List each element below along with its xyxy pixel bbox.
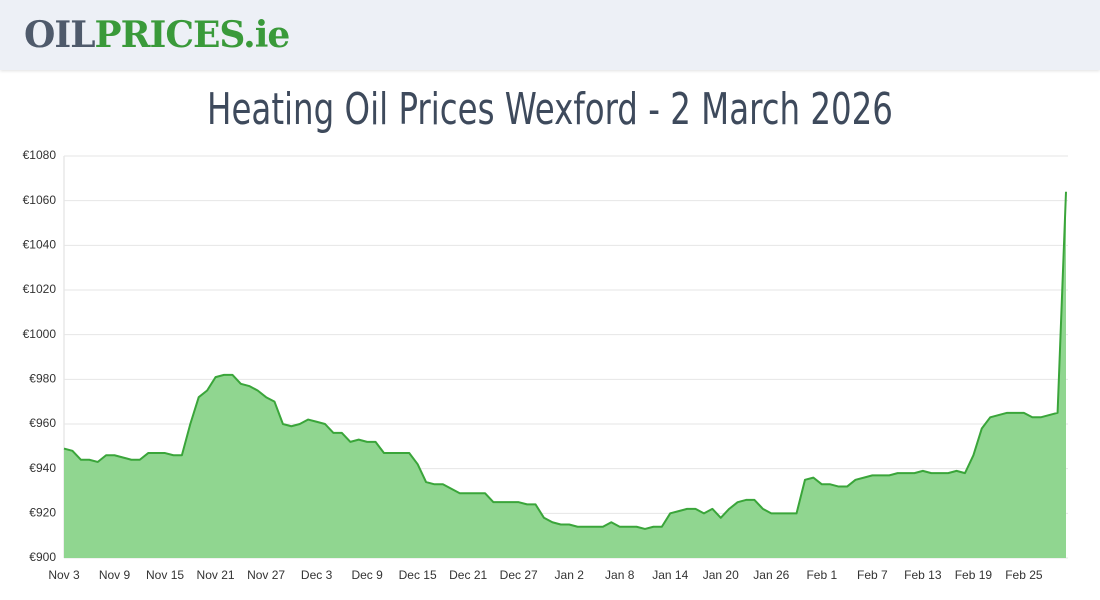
y-tick-label: €1020: [23, 282, 57, 296]
x-tick-label: Feb 7: [857, 568, 888, 582]
area: [64, 191, 1066, 559]
y-tick-label: €980: [29, 372, 56, 386]
y-tick-label: €940: [29, 461, 56, 475]
x-tick-label: Dec 3: [301, 568, 333, 582]
x-tick-label: Jan 20: [703, 568, 739, 582]
x-tick-label: Feb 19: [955, 568, 993, 582]
x-tick-label: Nov 21: [197, 568, 235, 582]
line: [63, 191, 1067, 530]
logo-part: OIL: [24, 14, 96, 56]
x-tick-label: Nov 9: [99, 568, 131, 582]
y-tick-label: €920: [29, 506, 56, 520]
x-tick-label: Dec 9: [351, 568, 383, 582]
x-tick-label: Nov 15: [146, 568, 184, 582]
y-tick-label: €1060: [23, 193, 57, 207]
x-tick-label: Jan 26: [753, 568, 789, 582]
x-tick-label: Nov 27: [247, 568, 285, 582]
x-tick-label: Nov 3: [48, 568, 80, 582]
y-tick-label: €960: [29, 416, 56, 430]
chart-title: Heating Oil Prices Wexford - 2 March 202…: [207, 84, 893, 135]
x-tick-label: Dec 15: [399, 568, 437, 582]
logo-part: PRICES: [94, 14, 245, 56]
header: OILPRICES.ie: [0, 0, 1100, 70]
x-tick-label: Jan 14: [652, 568, 688, 582]
logo-part: .ie: [243, 14, 290, 56]
logo[interactable]: OILPRICES.ie: [24, 14, 290, 56]
y-tick-label: €1040: [23, 238, 57, 252]
x-tick-label: Feb 13: [904, 568, 942, 582]
x-tick-label: Dec 27: [500, 568, 538, 582]
y-tick-label: €900: [29, 550, 56, 564]
x-tick-label: Jan 8: [605, 568, 635, 582]
y-tick-label: €1080: [23, 148, 57, 162]
x-tick-label: Feb 25: [1005, 568, 1043, 582]
x-tick-label: Dec 21: [449, 568, 487, 582]
x-tick-label: Jan 2: [555, 568, 585, 582]
x-tick-label: Feb 1: [806, 568, 837, 582]
y-tick-label: €1000: [23, 327, 57, 341]
